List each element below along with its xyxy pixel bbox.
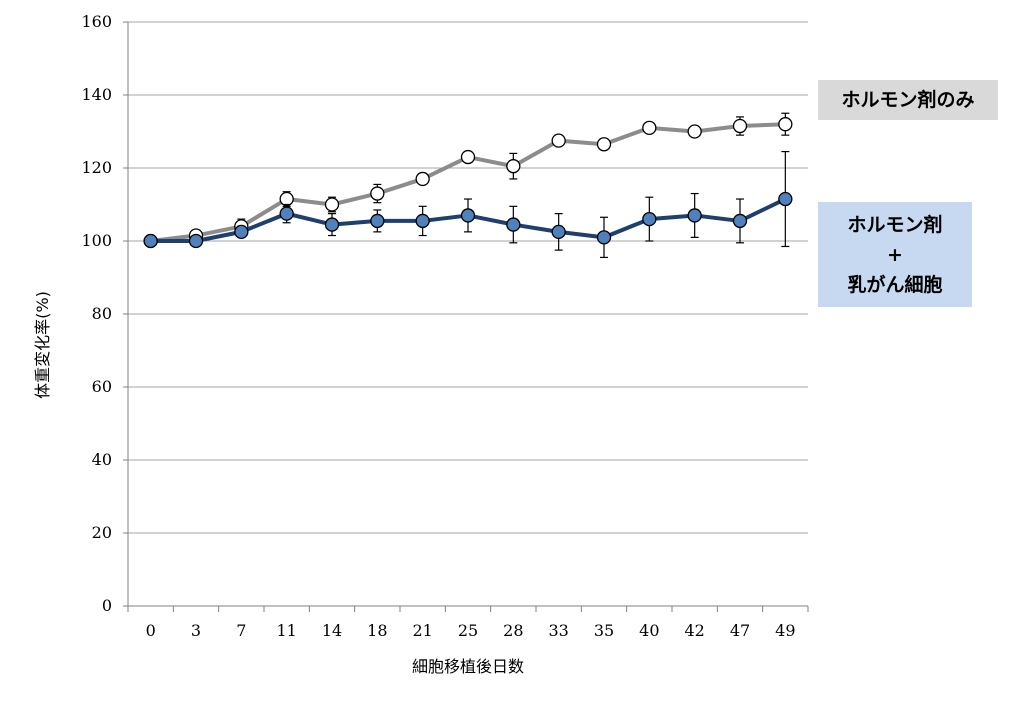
x-tick-label: 49 xyxy=(775,621,795,640)
legend-cancer-line3: 乳がん細胞 xyxy=(847,273,943,296)
series-1 xyxy=(143,150,793,259)
x-tick-label: 47 xyxy=(730,621,750,640)
y-tick-label: 0 xyxy=(102,596,112,615)
y-tick-label: 140 xyxy=(81,85,112,104)
data-point xyxy=(642,120,657,135)
y-tick-label: 100 xyxy=(81,231,112,250)
x-tick-label: 7 xyxy=(236,621,246,640)
y-tick-label: 80 xyxy=(92,304,112,323)
grid xyxy=(128,21,808,534)
x-tick-label: 25 xyxy=(458,621,478,640)
data-point xyxy=(324,197,340,212)
series-layer xyxy=(143,112,793,259)
x-tick-label: 28 xyxy=(503,621,523,640)
data-point xyxy=(234,224,249,240)
data-point xyxy=(370,186,385,201)
data-point xyxy=(460,208,476,223)
data-point xyxy=(279,191,294,207)
x-tick-label: 3 xyxy=(191,621,201,640)
data-point xyxy=(279,206,294,221)
y-tick-labels: 0 20 40 60 80 100 120 140 160 xyxy=(81,12,112,615)
legend-hormone-only-label: ホルモン剤のみ xyxy=(841,89,975,111)
data-point xyxy=(778,191,793,207)
data-point xyxy=(415,213,430,229)
data-point xyxy=(551,224,566,240)
data-point xyxy=(551,133,566,148)
data-point xyxy=(732,118,748,134)
y-tick-label: 120 xyxy=(81,158,112,177)
x-tick-label: 40 xyxy=(639,621,659,640)
data-point xyxy=(370,213,385,229)
x-tick-label: 11 xyxy=(276,621,296,640)
y-tick-label: 160 xyxy=(81,12,112,31)
x-tick-label: 21 xyxy=(412,621,432,640)
legend-hormone-only: ホルモン剤のみ xyxy=(818,80,998,120)
data-point xyxy=(506,159,521,174)
data-point xyxy=(506,217,521,232)
x-tick-label: 14 xyxy=(322,621,342,640)
y-axis-title: 体重変化率(%) xyxy=(33,291,52,399)
y-tick-label: 40 xyxy=(92,450,112,469)
x-tick-labels: 0 3 7 11 14 18 21 25 28 33 35 40 42 47 49 xyxy=(146,621,796,640)
legend-cancer-line2: + xyxy=(887,243,903,266)
data-point xyxy=(732,213,748,229)
data-point xyxy=(778,117,793,132)
x-axis-title: 細胞移植後日数 xyxy=(412,657,524,676)
x-tick-label: 35 xyxy=(594,621,614,640)
data-point xyxy=(596,137,612,152)
data-point xyxy=(415,171,430,187)
data-point xyxy=(143,233,158,249)
data-point xyxy=(642,211,657,227)
x-tick-label: 18 xyxy=(367,621,387,640)
x-tick-label: 33 xyxy=(548,621,568,640)
axes xyxy=(123,21,809,612)
data-point xyxy=(460,149,476,165)
legend-cancer-line1: ホルモン剤 xyxy=(847,213,943,236)
x-tick-label: 0 xyxy=(146,621,156,640)
y-tick-label: 60 xyxy=(92,377,112,396)
y-tick-label: 20 xyxy=(92,523,112,542)
legend-hormone-cancer: ホルモン剤 + 乳がん細胞 xyxy=(818,202,972,307)
data-point xyxy=(687,208,702,223)
data-point xyxy=(324,217,340,232)
x-tick-label: 42 xyxy=(684,621,704,640)
data-point xyxy=(596,230,612,245)
data-point xyxy=(687,124,702,139)
data-point xyxy=(188,233,204,249)
